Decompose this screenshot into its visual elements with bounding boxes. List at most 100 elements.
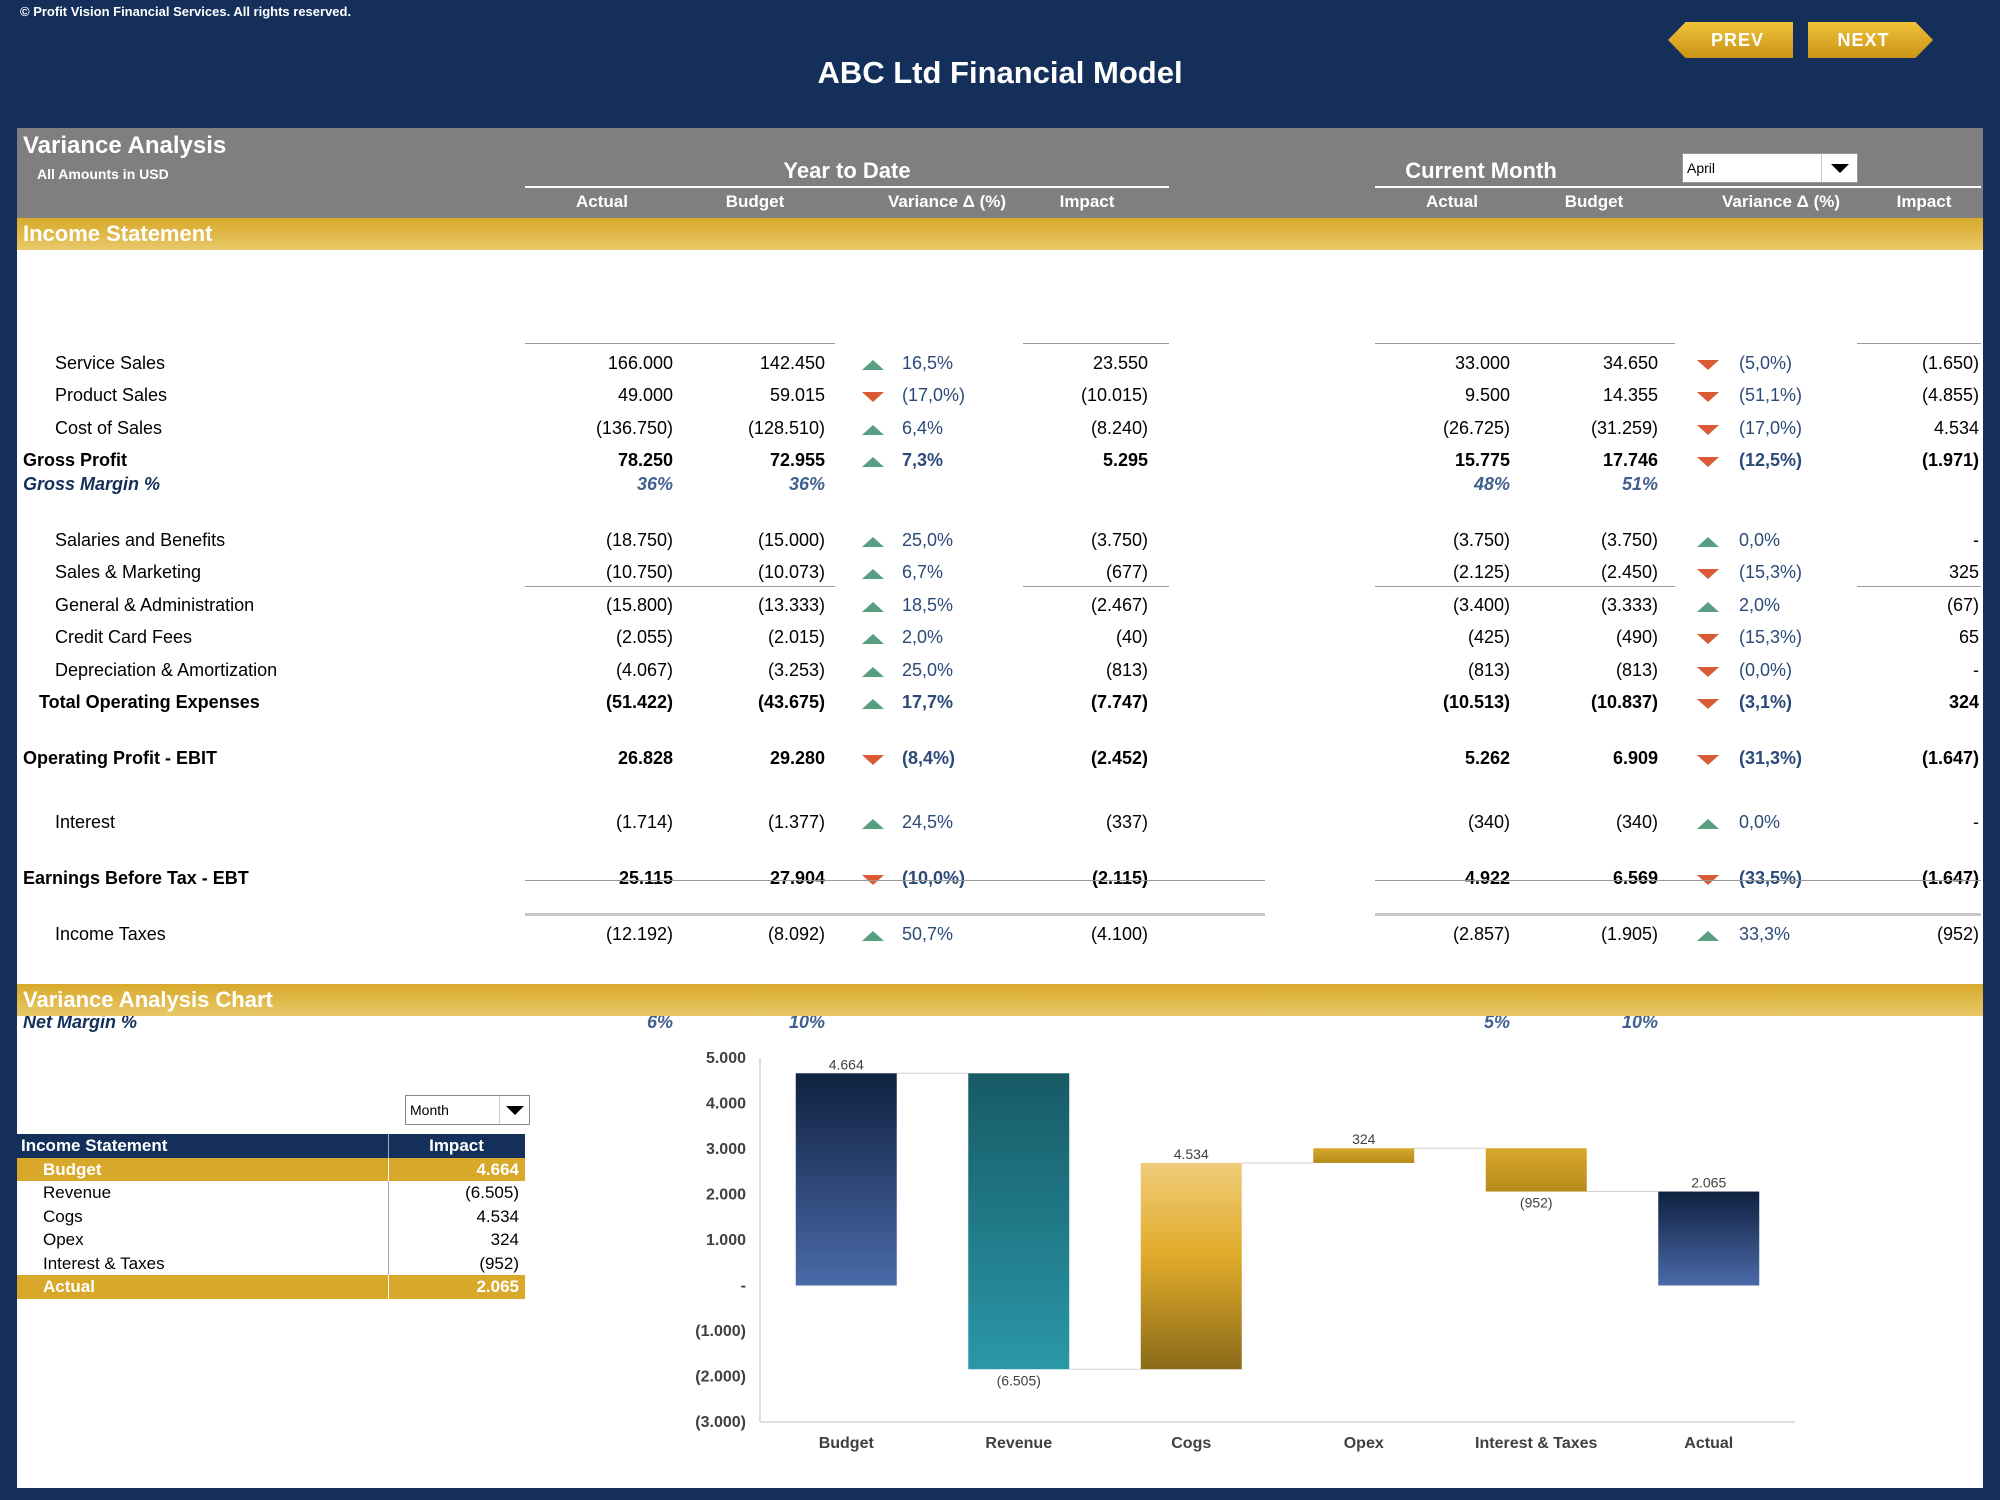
ytd-variance: 16,5% — [902, 353, 954, 373]
cm-budget: (340) — [1615, 812, 1658, 832]
table-row: Gross Margin % 36% 36% 48% 51% — [17, 472, 1983, 498]
ytd-impact: (40) — [1115, 627, 1148, 647]
waterfall-bar — [795, 1073, 897, 1286]
arrow-up-icon — [862, 569, 884, 579]
arrow-down-icon — [1697, 569, 1719, 579]
y-tick-label: 5.000 — [706, 1050, 746, 1067]
cm-col-variance: Variance Δ (%) — [1721, 192, 1841, 211]
divider — [1375, 586, 1675, 587]
divider — [1023, 343, 1169, 344]
cm-impact: 325 — [1948, 562, 1979, 582]
ytd-impact: (2.115) — [1091, 868, 1148, 888]
row-label: Total Operating Expenses — [39, 692, 260, 712]
ytd-budget: (10.073) — [757, 562, 825, 582]
y-tick-label: 1.000 — [706, 1232, 746, 1249]
cm-budget: (813) — [1615, 660, 1658, 680]
arrow-down-icon — [862, 755, 884, 765]
arrow-up-icon — [862, 931, 884, 941]
impact-row-label: Actual — [43, 1277, 95, 1296]
table-row: Earnings Before Tax - EBT 25.115 27.904 4.9… — [17, 866, 1983, 892]
cm-budget: 14.355 — [1602, 385, 1658, 405]
waterfall-bar — [1140, 1162, 1242, 1370]
table-row: General & Administration (15.800) (13.333)… — [17, 593, 1983, 619]
cm-budget: (3.750) — [1600, 530, 1658, 550]
ytd-actual: 49.000 — [617, 385, 673, 405]
ytd-actual: (136.750) — [595, 418, 673, 438]
y-tick-label: 2.000 — [706, 1187, 746, 1204]
cm-budget: (490) — [1615, 627, 1658, 647]
ytd-title: Year to Date — [783, 158, 911, 183]
row-label: Gross Profit — [23, 450, 128, 470]
app-title: ABC Ltd Financial Model — [817, 55, 1183, 90]
ytd-actual: (15.800) — [605, 595, 673, 615]
arrow-up-icon — [862, 634, 884, 644]
cm-variance: (12,5%) — [1739, 450, 1803, 470]
chevron-down-icon[interactable] — [1821, 154, 1857, 182]
row-label: General & Administration — [55, 595, 255, 615]
ytd-budget: 142.450 — [759, 353, 825, 373]
prev-button[interactable]: PREV — [1668, 22, 1793, 58]
arrow-up-icon — [1697, 819, 1719, 829]
cm-actual: (425) — [1467, 627, 1510, 647]
cm-actual: 48% — [1473, 474, 1510, 494]
arrow-up-icon — [1697, 537, 1719, 547]
ytd-col-variance: Variance Δ (%) — [887, 192, 1007, 211]
cm-variance: (15,3%) — [1739, 627, 1803, 647]
ytd-budget: (2.015) — [767, 627, 825, 647]
ytd-impact: (3.750) — [1090, 530, 1148, 550]
chevron-down-icon[interactable] — [499, 1096, 529, 1124]
cm-actual: (2.857) — [1452, 924, 1510, 944]
cm-variance: (51,1%) — [1739, 385, 1803, 405]
ytd-variance: (10,0%) — [902, 868, 966, 888]
ytd-budget: (8.092) — [767, 924, 825, 944]
cm-budget: (2.450) — [1600, 562, 1658, 582]
ytd-budget: (3.253) — [767, 660, 825, 680]
x-tick-label: Interest & Taxes — [1475, 1435, 1598, 1452]
arrow-down-icon — [1697, 667, 1719, 677]
ytd-budget: (15.000) — [757, 530, 825, 550]
impact-row-label: Opex — [43, 1230, 84, 1249]
divider — [1857, 343, 1981, 344]
impact-table-header: Income Statement Impact — [17, 1134, 525, 1158]
cm-impact: (1.650) — [1921, 353, 1979, 373]
cm-actual: 9.500 — [1464, 385, 1510, 405]
cm-impact: (67) — [1946, 595, 1979, 615]
arrow-up-icon — [862, 819, 884, 829]
next-button[interactable]: NEXT — [1808, 22, 1933, 58]
cm-variance: (5,0%) — [1739, 353, 1793, 373]
month-select[interactable]: April — [1682, 153, 1858, 183]
cm-col-impact: Impact — [1896, 192, 1952, 211]
cm-col-actual: Actual — [1426, 192, 1478, 211]
impact-row-value: (952) — [479, 1253, 519, 1273]
cm-actual: (3.750) — [1452, 530, 1510, 550]
waterfall-bar — [1485, 1148, 1587, 1192]
waterfall-bar — [1313, 1148, 1415, 1163]
cm-actual: (340) — [1467, 812, 1510, 832]
impact-table: Income Statement Impact Budget 4.664 Reven… — [17, 1134, 525, 1299]
ytd-variance: (8,4%) — [902, 748, 956, 768]
currency-note: All Amounts in USD — [37, 166, 169, 182]
ytd-variance: (17,0%) — [902, 385, 966, 405]
row-label: Depreciation & Amortization — [55, 660, 278, 680]
cm-actual: 33.000 — [1454, 353, 1510, 373]
ytd-impact: (10.015) — [1080, 385, 1148, 405]
divider — [1023, 586, 1169, 587]
copyright-text: © Profit Vision Financial Services. All … — [20, 4, 352, 19]
ytd-budget: (1.377) — [767, 812, 825, 832]
impact-row: Cogs 4.534 — [17, 1204, 525, 1228]
cm-impact: (952) — [1936, 924, 1979, 944]
ytd-impact: (813) — [1105, 660, 1148, 680]
chart-period-select[interactable]: Month — [405, 1095, 530, 1125]
divider — [1375, 343, 1675, 344]
ytd-variance: 24,5% — [902, 812, 954, 832]
ytd-impact: (2.467) — [1090, 595, 1148, 615]
arrow-up-icon — [1697, 602, 1719, 612]
arrow-down-icon — [1697, 755, 1719, 765]
ytd-variance: 50,7% — [902, 924, 954, 944]
table-row: Operating Profit - EBIT 26.828 29.280 5.262… — [17, 746, 1983, 772]
ytd-impact: 23.550 — [1092, 353, 1148, 373]
impact-row-label: Interest & Taxes — [43, 1253, 165, 1273]
ytd-actual: (12.192) — [605, 924, 673, 944]
cm-variance: (3,1%) — [1739, 692, 1793, 712]
cm-budget: 6.569 — [1612, 868, 1658, 888]
